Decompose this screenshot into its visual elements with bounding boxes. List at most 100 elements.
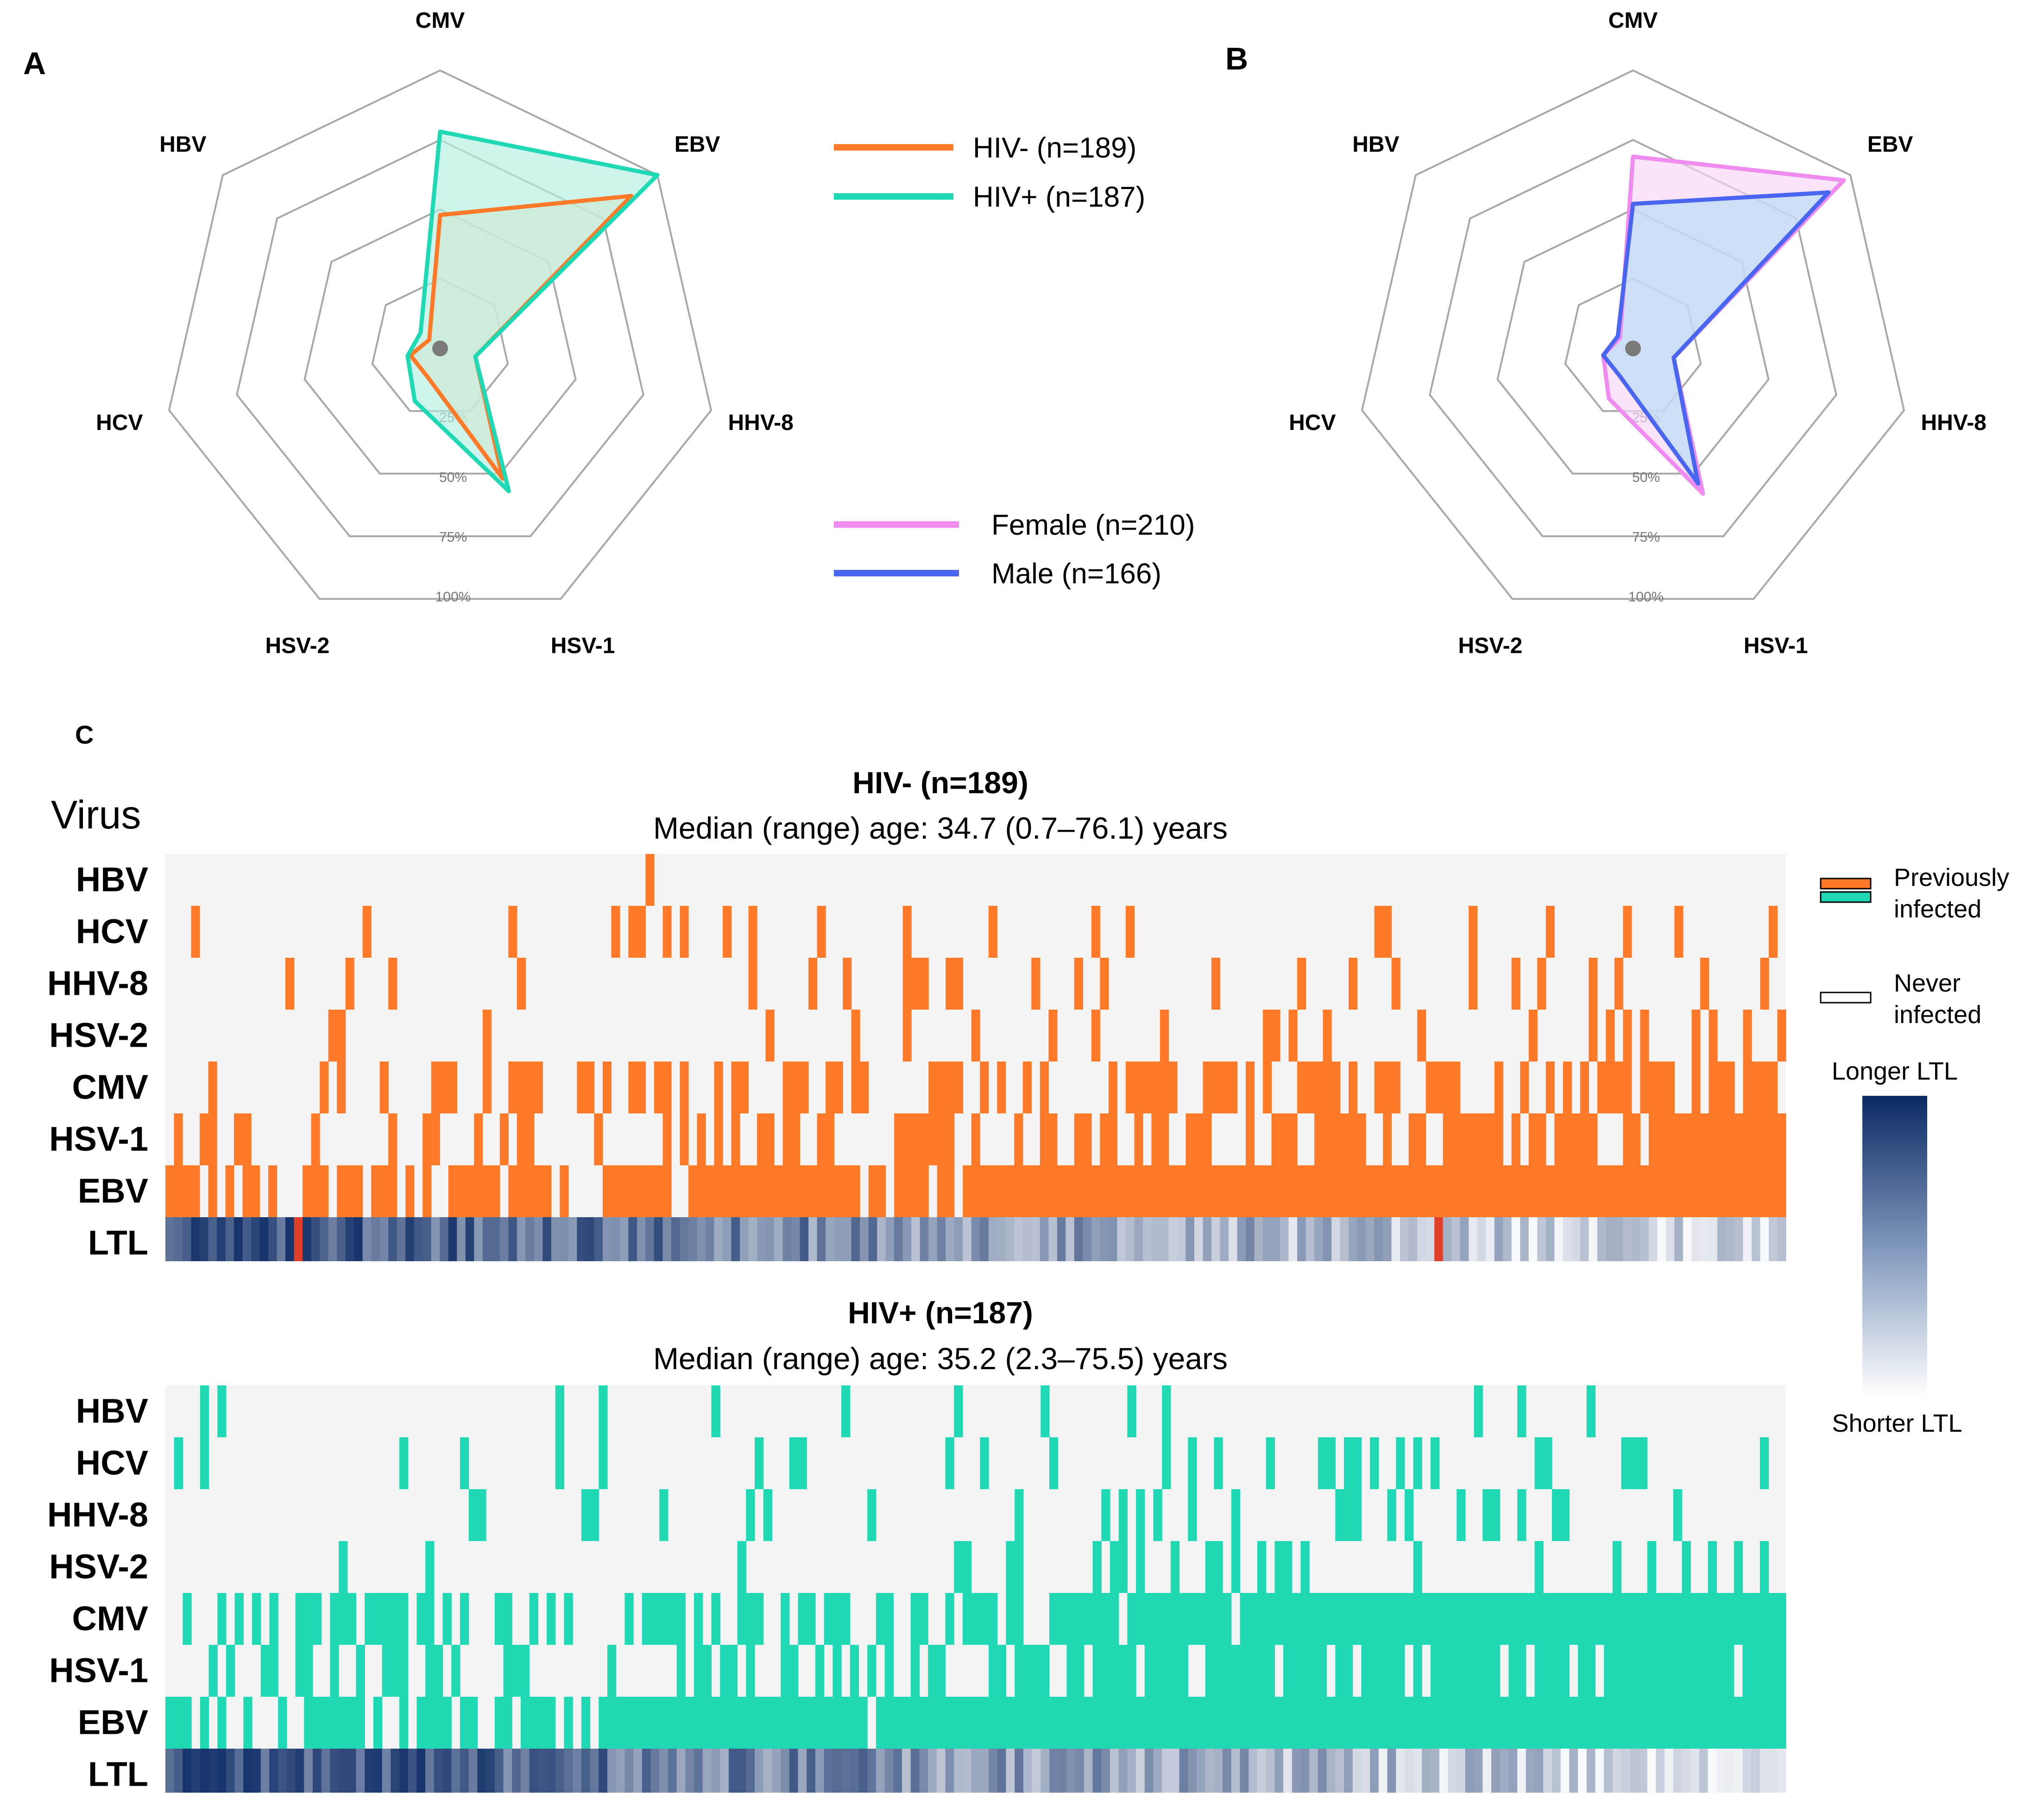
heatmap-cell: [902, 906, 912, 958]
heatmap-cell: [1032, 1697, 1041, 1749]
ltl-cell: [1246, 1217, 1255, 1261]
heatmap-cell: [1551, 1489, 1561, 1541]
heatmap-cell: [817, 906, 826, 958]
heatmap-cell: [313, 1697, 322, 1749]
heatmap-cell: [474, 1113, 483, 1165]
heatmap-cell: [1383, 906, 1392, 958]
heatmap-cell: [1188, 1489, 1197, 1541]
heatmap-cell: [1041, 1385, 1050, 1437]
ltl-cell: [757, 1217, 766, 1261]
ltl-cell: [200, 1217, 209, 1261]
heatmap-cell: [1417, 1010, 1426, 1062]
heatmap-cell: [1006, 1697, 1015, 1749]
heatmap-row-label-hsv-2: HSV-2: [49, 1548, 148, 1586]
heatmap-cell: [208, 1165, 217, 1217]
heatmap-cell: [1534, 1541, 1544, 1593]
heatmap-cell: [1465, 1645, 1475, 1697]
heatmap-cell: [1639, 1437, 1648, 1489]
heatmap-cell: [616, 1697, 625, 1749]
heatmap-cell: [971, 1010, 980, 1062]
ltl-cell: [1323, 1217, 1332, 1261]
heatmap-cell: [817, 1113, 826, 1165]
heatmap-cell: [1246, 1062, 1255, 1113]
heatmap-cell: [1443, 1113, 1452, 1165]
ltl-cell: [1263, 1217, 1272, 1261]
ltl-cell: [962, 1749, 972, 1793]
heatmap-cell: [1517, 1385, 1526, 1437]
heatmap-cell: [1543, 1645, 1552, 1697]
heatmap-cell: [954, 1062, 963, 1113]
heatmap-cell: [1049, 1697, 1059, 1749]
ltl-cell: [946, 1217, 955, 1261]
heatmap-cell: [482, 1165, 492, 1217]
ltl-cell: [1006, 1749, 1015, 1793]
heatmap-cell: [1188, 1437, 1197, 1489]
heatmap-cell: [1374, 1165, 1383, 1217]
ltl-cell: [815, 1749, 825, 1793]
heatmap-cell: [542, 1165, 552, 1217]
ltl-cell: [1534, 1749, 1544, 1793]
heatmap-cell: [1486, 1113, 1495, 1165]
heatmap-cell: [1586, 1645, 1596, 1697]
heatmap-cell: [680, 1113, 689, 1165]
heatmap-cell: [388, 1113, 397, 1165]
heatmap-cell: [1482, 1489, 1492, 1541]
heatmap-cell: [1370, 1437, 1379, 1489]
ltl-cell: [365, 1749, 374, 1793]
heatmap-cell: [1205, 1541, 1215, 1593]
ltl-cell: [1457, 1749, 1466, 1793]
heatmap-cell: [1344, 1489, 1353, 1541]
heatmap-cell: [746, 1489, 755, 1541]
heatmap-cell: [1777, 1113, 1786, 1165]
heatmap-cell: [1391, 1062, 1400, 1113]
heatmap-cell: [676, 1593, 686, 1645]
heatmap-cell: [1015, 1645, 1024, 1697]
heatmap-cell: [755, 1697, 764, 1749]
ltl-cell: [1469, 1217, 1478, 1261]
heatmap-cell: [225, 1165, 234, 1217]
heatmap-cell: [867, 1645, 877, 1697]
heatmap-cell: [1578, 1645, 1587, 1697]
heatmap-cell: [1571, 1113, 1581, 1165]
heatmap-cell: [1257, 1541, 1267, 1593]
group-title-hiv-pos: HIV+ (n=187): [848, 1295, 1033, 1330]
heatmap-cell: [1263, 1165, 1272, 1217]
ltl-cell: [782, 1217, 792, 1261]
heatmap-cell: [798, 1437, 807, 1489]
heatmap-cell: [928, 1645, 937, 1697]
group-subtitle-hiv-pos: Median (range) age: 35.2 (2.3–75.5) year…: [653, 1341, 1228, 1376]
heatmap-cell: [1197, 1697, 1206, 1749]
heatmap-cell: [1621, 1697, 1630, 1749]
heatmap-cell: [1716, 1697, 1726, 1749]
heatmap-cell: [482, 1062, 492, 1113]
heatmap-cell: [1361, 1593, 1370, 1645]
heatmap-cell: [798, 1593, 807, 1645]
heatmap-cell: [936, 1645, 946, 1697]
radar-ring-100: [168, 69, 713, 600]
ltl-cell: [711, 1749, 720, 1793]
heatmap-cell: [460, 1593, 469, 1645]
heatmap-cell: [1768, 1697, 1778, 1749]
heatmap-row-label-hcv: HCV: [76, 1444, 148, 1482]
heatmap-cell: [1474, 1385, 1483, 1437]
heatmap-cell: [1349, 958, 1358, 1010]
ltl-cell: [1318, 1749, 1327, 1793]
heatmap-cell: [534, 1165, 543, 1217]
heatmap-cell: [1125, 906, 1135, 958]
heatmap-cell: [1100, 1113, 1109, 1165]
heatmap-cell: [1057, 1165, 1066, 1217]
heatmap-cell: [1136, 1697, 1145, 1749]
ltl-cell: [1595, 1749, 1604, 1793]
heatmap-cell: [1257, 1645, 1267, 1697]
ltl-cell: [1335, 1749, 1344, 1793]
ltl-cell: [1451, 1217, 1461, 1261]
heatmap-cell: [1352, 1489, 1362, 1541]
ltl-cell: [1760, 1217, 1769, 1261]
heatmap-cell: [460, 1697, 469, 1749]
heatmap-cell: [1257, 1697, 1267, 1749]
heatmap-cell: [468, 1489, 478, 1541]
heatmap-cell: [1006, 1593, 1015, 1645]
heatmap-cell: [1331, 1062, 1341, 1113]
heatmap-cell: [884, 1697, 894, 1749]
ltl-cell: [1606, 1217, 1615, 1261]
